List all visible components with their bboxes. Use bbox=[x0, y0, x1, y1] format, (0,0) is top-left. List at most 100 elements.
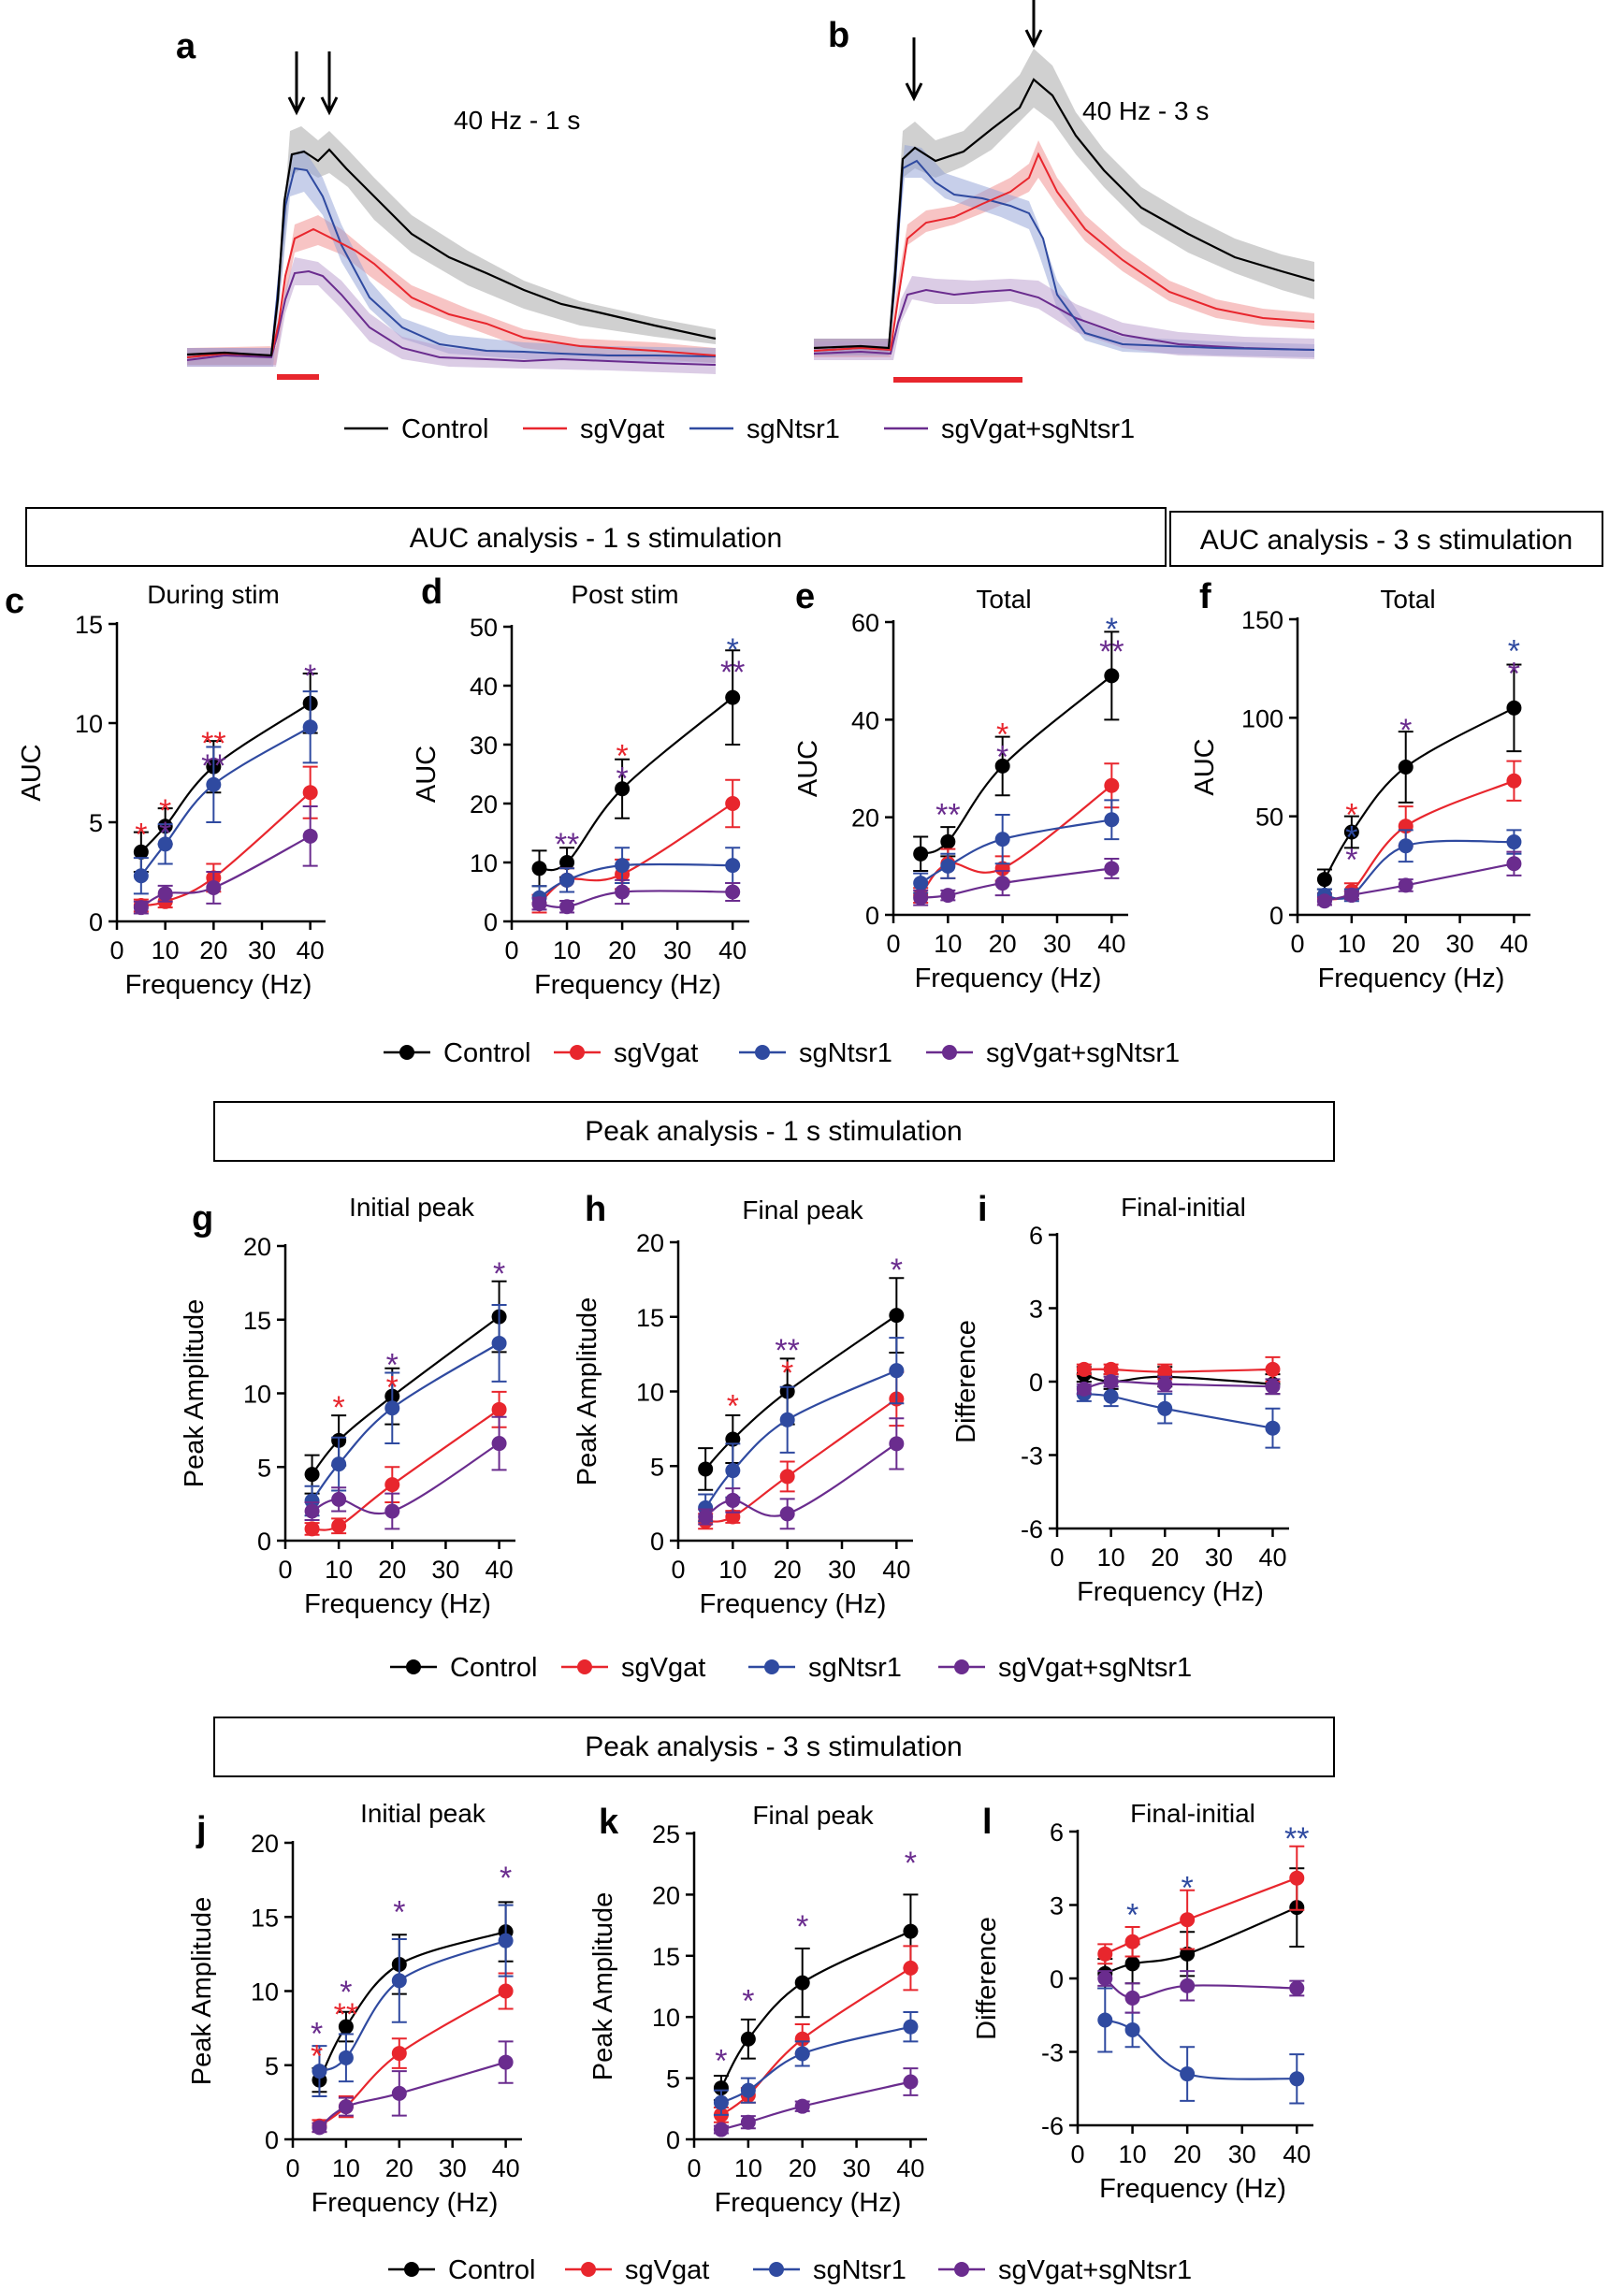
legend-marker bbox=[769, 2262, 784, 2277]
x-tick-label: 10 bbox=[152, 936, 180, 964]
legend-row: Control sgVgat sgNtsr1 sgVgat+sgNtsr1 bbox=[388, 2255, 1192, 2285]
data-point bbox=[1103, 1388, 1119, 1404]
chart-panel-j: j Initial peak 0 5 10 15 20 0 10 20 30 40 Frequency … bbox=[187, 1799, 522, 2218]
legend-label: sgVgat bbox=[621, 1653, 705, 1683]
data-point bbox=[302, 828, 318, 844]
data-point bbox=[1343, 887, 1359, 903]
chart-panel-h: h Final peak 0 5 10 15 20 0 10 20 30 40 Frequency (H… bbox=[573, 1190, 913, 1619]
series-line bbox=[704, 1398, 897, 1523]
significance-marker: * bbox=[340, 1975, 352, 2010]
legend-label: sgVgat+sgNtsr1 bbox=[941, 414, 1135, 444]
significance-marker: * bbox=[781, 1355, 793, 1391]
x-tick-label: 30 bbox=[1446, 930, 1474, 958]
chart-panel-d: d Post stim 0 10 20 30 40 50 0 10 20 30 40 Frequency … bbox=[412, 572, 749, 1000]
y-tick-label: 10 bbox=[652, 2004, 680, 2032]
trace-band-combo bbox=[187, 257, 716, 374]
y-axis-label: Peak Amplitude bbox=[180, 1299, 210, 1488]
data-point bbox=[331, 1491, 347, 1507]
y-tick-label: 10 bbox=[75, 710, 103, 738]
chart-title: Total bbox=[976, 585, 1031, 614]
legend-label: sgVgat+sgNtsr1 bbox=[998, 1653, 1192, 1683]
data-point bbox=[1398, 877, 1414, 893]
data-point bbox=[331, 1518, 347, 1534]
data-point bbox=[1506, 834, 1522, 850]
x-tick-label: 20 bbox=[1173, 2140, 1201, 2168]
series-line bbox=[311, 1315, 500, 1475]
x-tick-label: 40 bbox=[1258, 1543, 1286, 1572]
data-point bbox=[725, 884, 741, 900]
legend-label: sgVgat+sgNtsr1 bbox=[998, 2255, 1192, 2285]
series-sgvgat-sgntsr1 bbox=[304, 1415, 507, 1530]
x-tick-label: 30 bbox=[828, 1556, 856, 1584]
series-line bbox=[538, 862, 733, 899]
arrow-icon bbox=[1024, 0, 1043, 49]
series-line bbox=[140, 791, 312, 907]
significance-marker: * bbox=[996, 739, 1008, 775]
significance-marker: ** bbox=[334, 1997, 358, 2033]
data-point bbox=[133, 868, 149, 884]
data-point bbox=[889, 1363, 905, 1379]
significance-marker: ** bbox=[555, 827, 579, 862]
legend-item-sgvgat: sgVgat bbox=[554, 1038, 698, 1068]
y-tick-label: -6 bbox=[1021, 1515, 1043, 1543]
series-line bbox=[318, 1990, 507, 2127]
legend-label: sgNtsr1 bbox=[747, 414, 840, 444]
trace-line-combo bbox=[813, 288, 1315, 355]
panel-b: b 40 Hz - 3 s bbox=[813, 0, 1315, 383]
panel-label-a: a bbox=[176, 27, 196, 66]
y-tick-label: 5 bbox=[89, 809, 103, 837]
data-point bbox=[1343, 824, 1359, 840]
data-point bbox=[740, 2082, 756, 2098]
legend-item-sgvgat: sgVgat bbox=[561, 1653, 705, 1683]
data-point bbox=[994, 832, 1010, 848]
data-point bbox=[940, 858, 956, 874]
data-point bbox=[1157, 1364, 1173, 1380]
series-line bbox=[719, 1930, 911, 2089]
data-point bbox=[1157, 1400, 1173, 1416]
significance-marker: ** bbox=[935, 797, 960, 833]
significance-marker: * bbox=[135, 818, 147, 853]
y-axis-label: Peak Amplitude bbox=[588, 1892, 618, 2081]
series-line bbox=[1323, 706, 1515, 880]
data-point bbox=[903, 1923, 919, 1939]
series-sgntsr1 bbox=[713, 2010, 919, 2116]
arrow-icon bbox=[287, 51, 306, 116]
significance-marker: * bbox=[742, 1984, 754, 2020]
data-point bbox=[1076, 1381, 1092, 1397]
y-tick-label: 6 bbox=[1050, 1818, 1064, 1847]
panel-label-e: e bbox=[795, 577, 815, 616]
legend-label: sgVgat bbox=[614, 1038, 698, 1068]
data-point bbox=[1103, 1374, 1119, 1389]
significance-marker: * bbox=[386, 1369, 399, 1405]
data-point bbox=[391, 2046, 407, 2062]
series-sgvgat-sgntsr1 bbox=[531, 878, 741, 915]
series-sgvgat-sgntsr1 bbox=[1097, 1970, 1305, 2014]
legend-item-sgntsr1: sgNtsr1 bbox=[739, 1038, 892, 1068]
x-axis-label: Frequency (Hz) bbox=[304, 1589, 491, 1619]
data-point bbox=[1265, 1420, 1281, 1436]
y-tick-label: -6 bbox=[1041, 2112, 1064, 2140]
x-tick-label: 40 bbox=[718, 936, 747, 964]
data-point bbox=[794, 2031, 810, 2047]
legend-label: sgNtsr1 bbox=[808, 1653, 902, 1683]
significance-marker: * bbox=[1345, 842, 1357, 877]
series-line bbox=[318, 1939, 506, 2073]
data-point bbox=[491, 1401, 507, 1417]
data-point bbox=[1180, 1978, 1196, 1993]
series-line bbox=[311, 1342, 500, 1502]
series-sgvgat-sgntsr1 bbox=[913, 858, 1120, 906]
y-tick-label: 0 bbox=[265, 2126, 279, 2154]
x-axis-label: Frequency (Hz) bbox=[1318, 963, 1505, 993]
panel-label-i: i bbox=[978, 1190, 988, 1229]
x-tick-label: 0 bbox=[886, 930, 900, 958]
x-tick-label: 40 bbox=[492, 2154, 520, 2182]
series-line bbox=[704, 1369, 897, 1509]
legend-marker bbox=[577, 1659, 592, 1674]
chart-panel-i: i Final-initial -6 -3 0 3 6 0 10 20 30 40 Frequency … bbox=[951, 1190, 1289, 1607]
legend-item-sgntsr1: sgNtsr1 bbox=[689, 414, 840, 444]
x-tick-label: 20 bbox=[378, 1556, 406, 1584]
x-tick-label: 0 bbox=[109, 936, 123, 964]
y-tick-label: 0 bbox=[666, 2126, 680, 2154]
series-line bbox=[704, 1314, 897, 1470]
data-point bbox=[384, 1503, 400, 1519]
